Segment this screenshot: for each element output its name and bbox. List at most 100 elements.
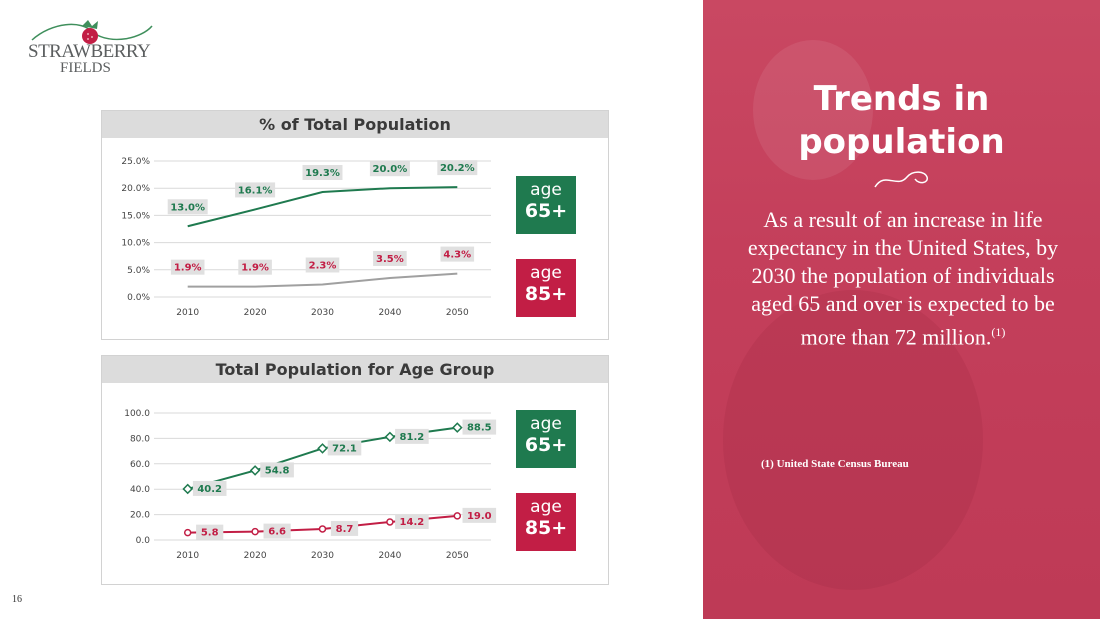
data-label: 2.3% bbox=[309, 260, 337, 271]
logo-line2: FIELDS bbox=[60, 60, 111, 76]
data-label: 3.5% bbox=[376, 254, 404, 265]
headline-line1: Trends in bbox=[813, 79, 990, 119]
data-point-marker bbox=[453, 512, 462, 520]
chart-title-percent: % of Total Population bbox=[102, 111, 608, 138]
badge-value: 65+ bbox=[524, 200, 568, 222]
data-label-bg bbox=[327, 440, 362, 456]
data-label-bg bbox=[302, 165, 343, 181]
data-label: 40.2 bbox=[197, 484, 222, 495]
data-label-bg bbox=[238, 259, 272, 275]
data-label-bg bbox=[192, 480, 227, 496]
panel-body-text: As a result of an increase in life expec… bbox=[747, 207, 1059, 350]
trends-panel: Trends in population As a result of an i… bbox=[703, 0, 1100, 619]
data-label-bg bbox=[196, 524, 224, 540]
x-tick-label: 2040 bbox=[378, 308, 401, 318]
data-label-bg bbox=[263, 523, 291, 539]
strawberry-icon bbox=[31, 20, 153, 44]
data-label-bg bbox=[395, 513, 429, 529]
data-point-marker bbox=[318, 525, 327, 533]
data-label: 88.5 bbox=[467, 423, 492, 434]
data-label: 20.2% bbox=[440, 163, 475, 174]
badge-age-85-top: age 85+ bbox=[516, 259, 576, 317]
data-label: 54.8 bbox=[265, 465, 290, 476]
data-label: 6.6 bbox=[268, 527, 286, 538]
data-label-bg bbox=[305, 257, 340, 273]
data-label-bg bbox=[437, 160, 478, 176]
badge-age-85-bottom: age 85+ bbox=[516, 493, 576, 551]
badge-label: age bbox=[530, 497, 562, 517]
y-tick-label: 10.0% bbox=[121, 239, 150, 249]
data-label-bg bbox=[235, 182, 276, 198]
data-point-marker bbox=[183, 528, 192, 537]
data-point-marker bbox=[182, 483, 194, 495]
data-label-bg bbox=[373, 250, 407, 266]
x-tick-label: 2030 bbox=[311, 308, 334, 318]
badge-label: age bbox=[530, 180, 562, 200]
x-tick-label: 2020 bbox=[244, 308, 267, 318]
strawberry-fields-logo: STRAWBERRY FIELDS bbox=[22, 18, 162, 82]
y-tick-label: 20.0 bbox=[130, 511, 150, 521]
data-label: 1.9% bbox=[241, 263, 269, 274]
x-tick-label: 2050 bbox=[446, 308, 469, 318]
y-tick-label: 20.0% bbox=[121, 184, 150, 194]
data-label: 81.2 bbox=[400, 432, 425, 443]
data-label: 19.3% bbox=[305, 168, 340, 179]
panel-body-ref: (1) bbox=[991, 325, 1006, 339]
data-label: 5.8 bbox=[201, 528, 219, 539]
background-photo-shape bbox=[753, 40, 873, 180]
series-line-age85 bbox=[187, 272, 458, 288]
flourish-icon bbox=[874, 171, 928, 188]
data-label-bg bbox=[330, 520, 359, 536]
data-label: 13.0% bbox=[170, 202, 205, 213]
background-photo-shape bbox=[723, 290, 983, 590]
data-point-marker bbox=[251, 527, 259, 536]
x-tick-label: 2040 bbox=[378, 551, 401, 561]
badge-age-65-bottom: age 65+ bbox=[516, 410, 576, 468]
data-label-bg bbox=[462, 507, 497, 523]
data-label-bg bbox=[395, 428, 429, 444]
badge-age-65-top: age 65+ bbox=[516, 176, 576, 234]
data-label: 4.3% bbox=[443, 250, 471, 261]
data-label-bg bbox=[440, 246, 475, 262]
data-label-bg bbox=[462, 419, 497, 435]
data-label: 1.9% bbox=[174, 263, 202, 274]
badge-value: 85+ bbox=[524, 517, 568, 539]
data-label: 8.7 bbox=[336, 524, 354, 535]
x-tick-label: 2030 bbox=[311, 551, 334, 561]
badge-label: age bbox=[530, 263, 562, 283]
y-tick-label: 60.0 bbox=[130, 460, 150, 470]
data-point-marker bbox=[386, 518, 394, 526]
x-tick-label: 2050 bbox=[446, 551, 469, 561]
data-label: 72.1 bbox=[332, 443, 357, 454]
y-tick-label: 5.0% bbox=[127, 266, 150, 276]
chart-panel-total: Total Population for Age Group 0.0 20.0 40… bbox=[101, 355, 609, 585]
page-number: 16 bbox=[12, 594, 22, 605]
y-tick-label: 0.0% bbox=[127, 293, 150, 303]
data-label-bg bbox=[369, 161, 410, 177]
headline-line2: population bbox=[798, 122, 1005, 162]
data-point-marker bbox=[249, 465, 261, 476]
x-tick-label: 2020 bbox=[244, 551, 267, 561]
data-label: 16.1% bbox=[238, 185, 273, 196]
badge-label: age bbox=[530, 414, 562, 434]
y-tick-label: 0.0 bbox=[136, 536, 151, 546]
y-tick-label: 15.0% bbox=[121, 211, 150, 221]
y-tick-label: 40.0 bbox=[130, 485, 150, 495]
chart-percent-of-population: 0.0% 5.0% 10.0% 15.0% 20.0% 25.0% 2010 2020 2030… bbox=[121, 157, 491, 318]
data-label-bg bbox=[170, 259, 205, 275]
badge-value: 85+ bbox=[524, 283, 568, 305]
y-tick-label: 25.0% bbox=[121, 157, 150, 167]
data-label: 20.0% bbox=[373, 164, 408, 175]
chart-panel-percent: % of Total Population 0.0% 5.0% 10.0% 15.0%… bbox=[101, 110, 609, 340]
data-point-marker bbox=[384, 431, 396, 443]
panel-body: As a result of an increase in life expec… bbox=[743, 206, 1063, 351]
x-tick-label: 2010 bbox=[176, 551, 199, 561]
y-tick-label: 100.0 bbox=[124, 409, 150, 419]
panel-footnote: (1) United State Census Bureau bbox=[761, 458, 909, 470]
x-tick-label: 2010 bbox=[176, 308, 199, 318]
chart-title-total: Total Population for Age Group bbox=[102, 356, 608, 383]
data-label-bg bbox=[260, 462, 294, 478]
data-label: 14.2 bbox=[400, 517, 425, 528]
badge-value: 65+ bbox=[524, 434, 568, 456]
data-point-marker bbox=[451, 422, 463, 433]
